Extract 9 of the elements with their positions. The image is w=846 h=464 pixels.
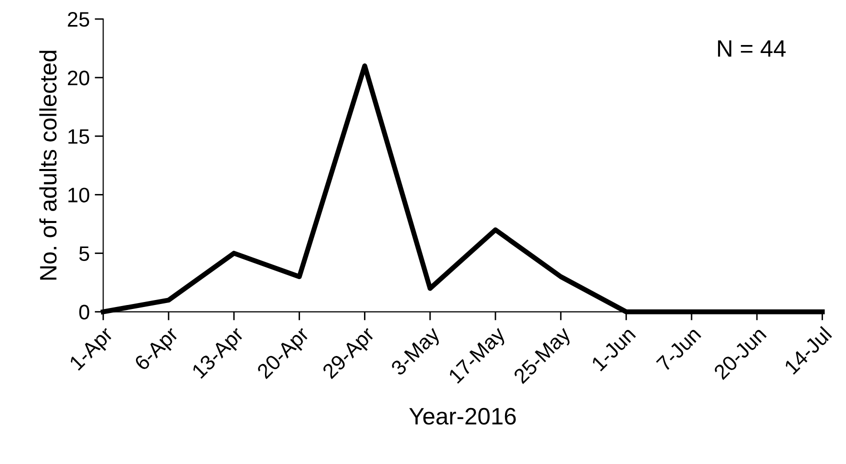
y-tick-label: 10 xyxy=(68,188,90,202)
y-axis-title: No. of adults collected xyxy=(39,50,57,280)
y-tick-label: 0 xyxy=(79,304,90,320)
x-axis-title: Year-2016 xyxy=(409,408,516,425)
y-tick-label: 5 xyxy=(79,246,90,262)
y-tick-label: 25 xyxy=(68,12,90,27)
annotation: N = 44 xyxy=(718,40,786,57)
y-tick-label: 20 xyxy=(68,70,90,86)
y-tick-label: 15 xyxy=(68,129,90,144)
